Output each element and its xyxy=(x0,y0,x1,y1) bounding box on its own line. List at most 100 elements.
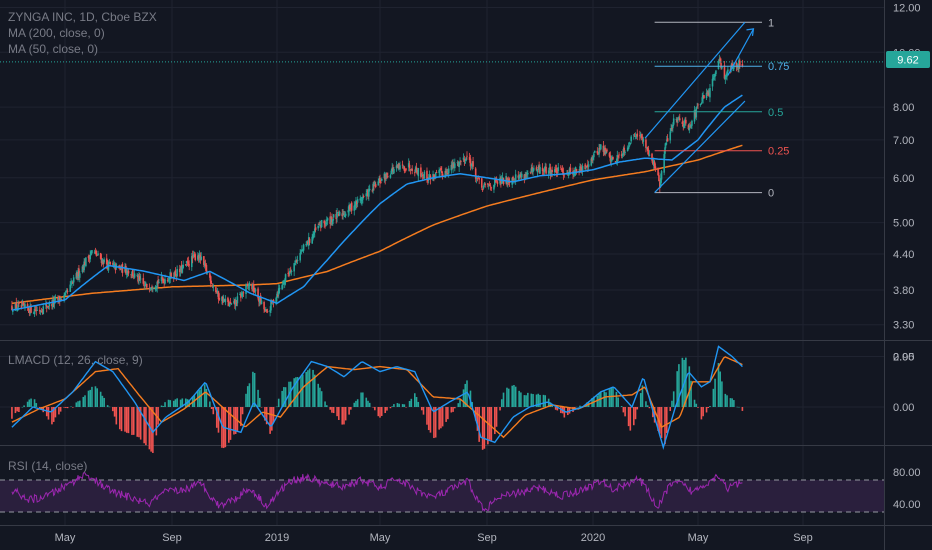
candle-body[interactable] xyxy=(450,165,453,171)
candle-body[interactable] xyxy=(527,172,529,175)
candle-body[interactable] xyxy=(335,213,338,220)
candle-body[interactable] xyxy=(556,171,559,173)
channel-arrow-line[interactable] xyxy=(727,28,755,76)
candle-body[interactable] xyxy=(271,300,274,301)
candle-body[interactable] xyxy=(632,134,635,136)
candle-body[interactable] xyxy=(380,182,382,183)
candle-body[interactable] xyxy=(426,170,428,180)
candle-body[interactable] xyxy=(139,276,141,280)
candle-body[interactable] xyxy=(307,242,309,245)
candle-body[interactable] xyxy=(75,273,78,279)
candle-body[interactable] xyxy=(694,111,697,116)
candle-body[interactable] xyxy=(109,261,112,265)
candle-body[interactable] xyxy=(580,167,582,169)
candle-body[interactable] xyxy=(151,286,153,288)
candle-body[interactable] xyxy=(87,256,90,258)
candle-body[interactable] xyxy=(568,168,571,174)
candle-body[interactable] xyxy=(712,77,715,80)
candle-body[interactable] xyxy=(659,181,661,189)
candle-body[interactable] xyxy=(701,97,704,102)
candle-body[interactable] xyxy=(700,103,703,105)
candle-body[interactable] xyxy=(197,255,199,260)
candle-body[interactable] xyxy=(420,174,423,176)
candle-body[interactable] xyxy=(616,154,619,163)
candle-body[interactable] xyxy=(599,148,601,149)
candle-body[interactable] xyxy=(678,117,680,119)
candle-body[interactable] xyxy=(260,300,263,305)
candle-body[interactable] xyxy=(125,273,128,275)
candle-body[interactable] xyxy=(688,127,691,131)
candle-body[interactable] xyxy=(476,177,479,179)
candle-body[interactable] xyxy=(233,300,235,304)
candle-body[interactable] xyxy=(617,155,619,157)
candle-body[interactable] xyxy=(23,304,25,307)
candle-body[interactable] xyxy=(36,309,38,311)
candle-body[interactable] xyxy=(560,166,562,168)
candle-body[interactable] xyxy=(612,156,614,160)
candle-body[interactable] xyxy=(471,162,474,167)
candle-body[interactable] xyxy=(718,58,721,61)
candle-body[interactable] xyxy=(344,214,346,218)
candle-body[interactable] xyxy=(529,171,532,173)
candle-body[interactable] xyxy=(441,173,444,176)
candle-body[interactable] xyxy=(531,167,533,171)
candle-body[interactable] xyxy=(708,92,710,97)
candle-body[interactable] xyxy=(593,150,596,153)
candle-body[interactable] xyxy=(726,71,728,77)
candle-body[interactable] xyxy=(203,263,206,266)
candle-body[interactable] xyxy=(234,300,237,307)
candle-body[interactable] xyxy=(695,107,698,118)
candle-body[interactable] xyxy=(475,176,478,179)
candle-body[interactable] xyxy=(103,259,105,263)
candle-body[interactable] xyxy=(652,160,655,166)
candle-body[interactable] xyxy=(550,169,553,177)
candle-body[interactable] xyxy=(78,268,80,277)
candle-body[interactable] xyxy=(119,267,122,270)
candle-body[interactable] xyxy=(342,213,344,215)
candle-body[interactable] xyxy=(487,183,489,185)
candle-body[interactable] xyxy=(247,286,250,288)
candle-body[interactable] xyxy=(690,125,692,127)
candle-body[interactable] xyxy=(89,254,92,260)
candle-body[interactable] xyxy=(653,161,656,169)
candle-body[interactable] xyxy=(561,169,564,172)
candle-body[interactable] xyxy=(606,149,608,152)
candle-body[interactable] xyxy=(99,253,102,259)
candle-body[interactable] xyxy=(586,164,589,168)
candle-body[interactable] xyxy=(445,171,447,174)
candle-body[interactable] xyxy=(525,174,527,176)
candle-body[interactable] xyxy=(347,210,350,213)
candle-body[interactable] xyxy=(246,284,248,286)
candle-body[interactable] xyxy=(84,261,86,266)
candle-body[interactable] xyxy=(386,173,388,175)
candle-body[interactable] xyxy=(77,270,79,279)
candle-body[interactable] xyxy=(221,296,223,301)
candle-body[interactable] xyxy=(150,287,152,289)
candle-body[interactable] xyxy=(387,175,389,177)
candle-body[interactable] xyxy=(325,222,327,225)
candle-body[interactable] xyxy=(735,62,738,68)
candle-body[interactable] xyxy=(677,119,679,121)
candle-body[interactable] xyxy=(254,289,257,292)
candle-body[interactable] xyxy=(514,174,517,182)
candle-body[interactable] xyxy=(634,136,637,137)
candle-body[interactable] xyxy=(482,186,485,189)
candle-body[interactable] xyxy=(713,76,716,78)
candle-body[interactable] xyxy=(223,300,226,302)
candle-body[interactable] xyxy=(411,168,413,171)
candle-body[interactable] xyxy=(641,136,644,141)
candle-body[interactable] xyxy=(537,167,540,169)
candle-body[interactable] xyxy=(301,249,304,252)
fibonacci-retracement[interactable]: 1 0.75 0.5 0.25 0 xyxy=(654,17,790,200)
candle-body[interactable] xyxy=(199,255,202,261)
candle-body[interactable] xyxy=(440,170,443,173)
candle-body[interactable] xyxy=(21,303,24,307)
candle-body[interactable] xyxy=(639,134,642,137)
candle-body[interactable] xyxy=(138,276,140,282)
candle-body[interactable] xyxy=(325,219,328,221)
candle-body[interactable] xyxy=(83,261,85,271)
candle-body[interactable] xyxy=(622,149,625,155)
candle-body[interactable] xyxy=(198,253,201,258)
candle-body[interactable] xyxy=(626,147,629,151)
